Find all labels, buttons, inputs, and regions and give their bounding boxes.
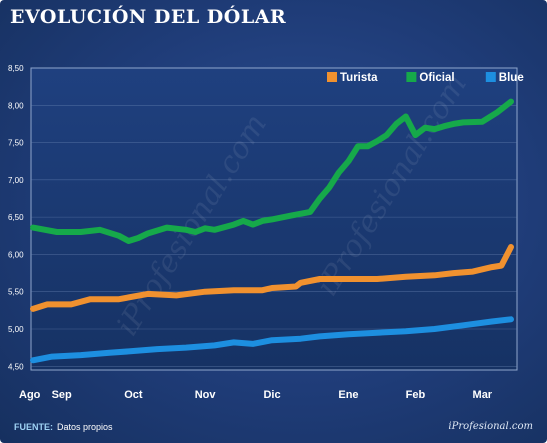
x-tick-label: Feb <box>406 389 426 401</box>
x-tick-label: Nov <box>195 389 217 401</box>
legend-label: Oficial <box>419 72 454 84</box>
y-tick-label: 6,50 <box>8 213 24 222</box>
y-tick-label: 4,50 <box>8 362 24 371</box>
grid <box>31 104 517 367</box>
y-axis-ticks: 4,50 5,00 5,50 6,00 6,50 7,00 7,50 8,00 8,50 <box>8 64 24 371</box>
legend-label: Blue <box>499 72 524 84</box>
source-note: FUENTE: Datos propios <box>14 422 113 432</box>
x-tick-label: Sep <box>52 389 72 401</box>
series-line-blue <box>30 316 514 364</box>
legend: Turista Oficial Blue <box>327 72 524 84</box>
x-axis-ticks: Ago Sep Oct Nov Dic Ene Feb Mar <box>19 389 493 401</box>
y-tick-label: 8,00 <box>8 101 24 110</box>
y-tick-label: 6,00 <box>8 250 24 259</box>
source-label: FUENTE: <box>14 422 53 432</box>
legend-label: Turista <box>340 72 378 84</box>
y-tick-label: 7,00 <box>8 176 24 185</box>
series-line-turista <box>30 244 514 312</box>
series <box>30 98 514 364</box>
y-tick-label: 5,00 <box>8 325 24 334</box>
x-tick-label: Ago <box>19 389 41 401</box>
chart-title: EVOLUCIÓN DEL DÓLAR <box>10 6 287 28</box>
legend-swatch <box>406 72 417 82</box>
y-tick-label: 8,50 <box>8 64 24 73</box>
x-tick-label: Mar <box>473 389 493 401</box>
legend-swatch <box>485 72 496 82</box>
legend-swatch <box>327 72 337 82</box>
x-tick-label: Oct <box>124 389 143 401</box>
source-text: Datos propios <box>57 422 113 432</box>
y-tick-label: 5,50 <box>8 288 24 297</box>
x-tick-label: Ene <box>338 389 358 401</box>
y-tick-label: 7,50 <box>8 139 24 148</box>
brand-footer: iProfesional.com <box>448 421 533 432</box>
x-tick-label: Dic <box>263 389 280 401</box>
series-line-oficial <box>30 98 514 244</box>
